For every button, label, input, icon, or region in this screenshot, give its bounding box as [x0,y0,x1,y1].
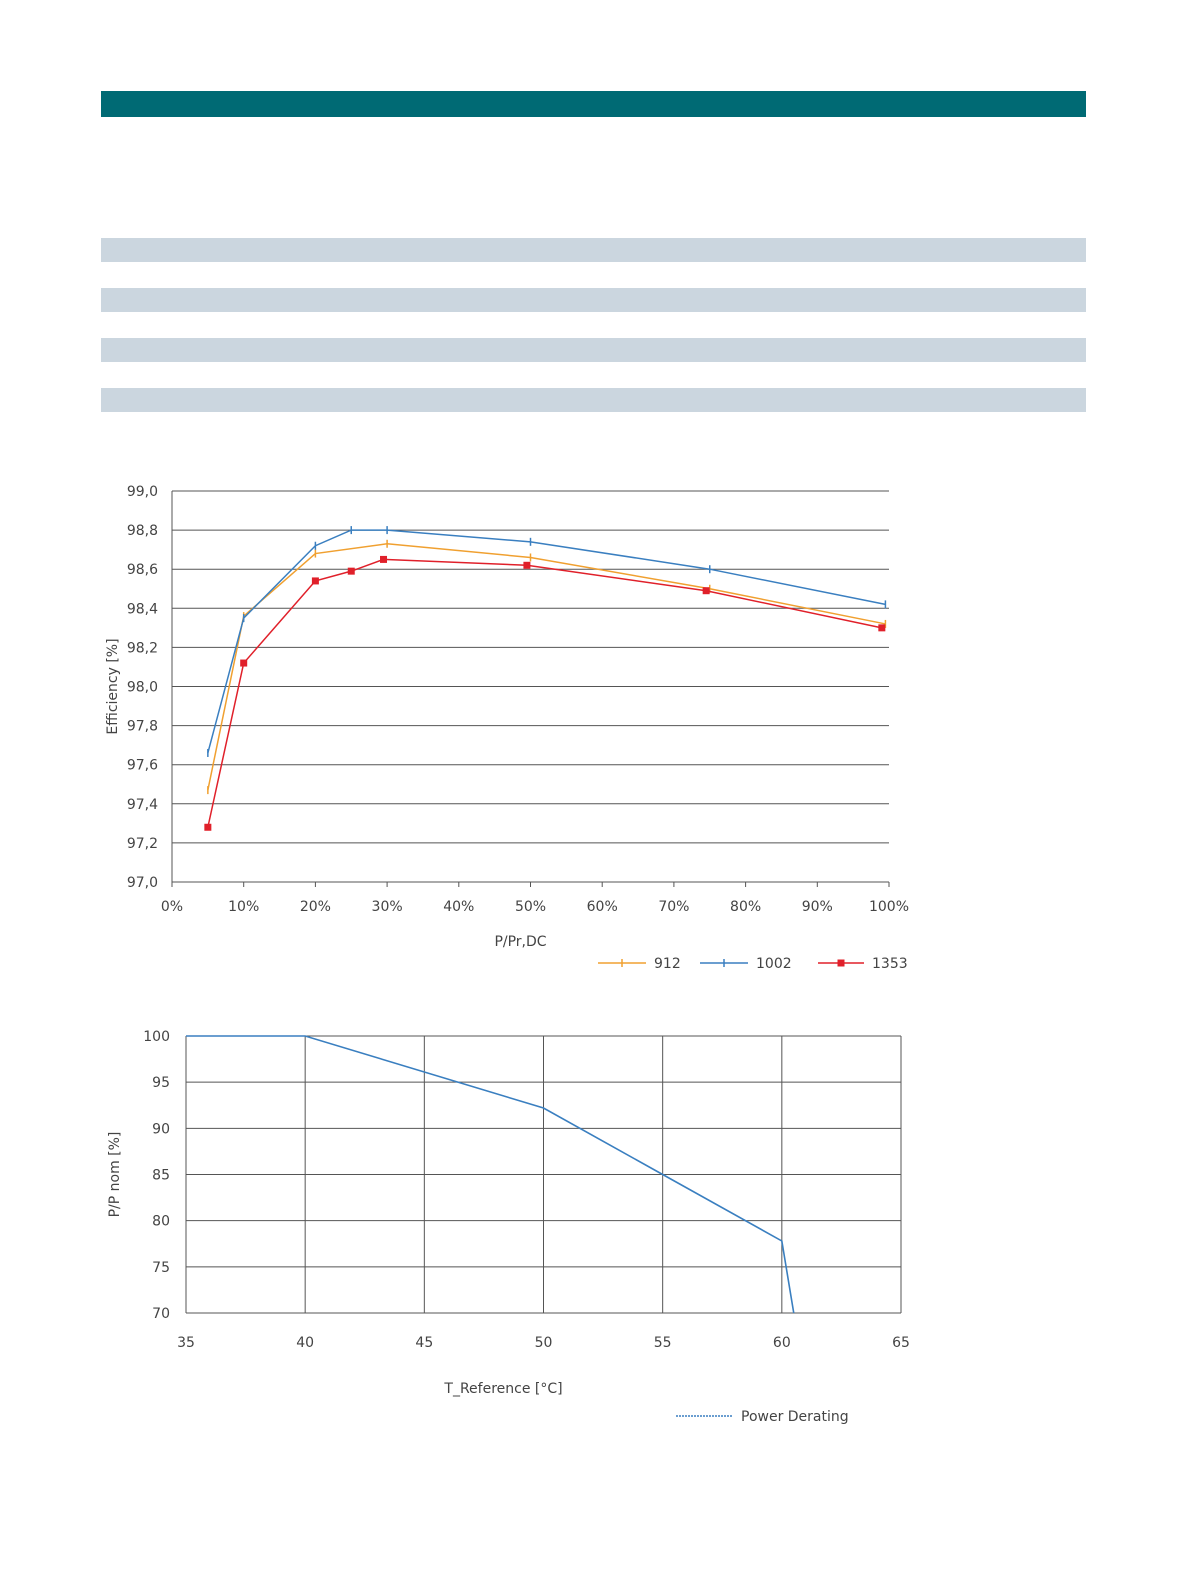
data-point [702,587,710,595]
legend-label: 1002 [756,956,792,972]
data-point [204,823,212,831]
table-row [101,388,1086,412]
y-tick-label: 100 [143,1029,170,1045]
x-tick-label: 90% [802,899,833,915]
series-line-1002 [207,529,886,754]
data-point [311,577,319,585]
y-tick-label: 97,2 [127,836,158,852]
data-point [380,555,388,563]
table-row [101,338,1086,362]
y-tick-label: 70 [152,1306,170,1322]
y-tick-label: 75 [152,1260,170,1276]
data-point [240,659,248,667]
legend-label: Power Derating [741,1409,849,1425]
section-header-bar [101,91,1086,117]
x-tick-label: 70% [658,899,689,915]
x-tick-label: 35 [177,1335,195,1351]
y-axis-label: Efficiency [%] [105,638,121,734]
y-tick-label: 98,4 [127,601,158,617]
legend-label: 1353 [872,956,908,972]
y-tick-label: 98,0 [127,680,158,696]
x-tick-label: 20% [300,899,331,915]
x-tick-label: 10% [228,899,259,915]
table-row [101,238,1086,262]
x-tick-label: 60 [773,1335,791,1351]
series-line-912 [207,543,886,791]
x-tick-label: 65 [892,1335,910,1351]
x-tick-label: 80% [730,899,761,915]
y-tick-label: 98,8 [127,523,158,539]
x-tick-label: 50% [515,899,546,915]
y-tick-label: 97,4 [127,797,158,813]
x-axis-label: P/Pr,DC [494,934,546,950]
x-tick-label: 30% [372,899,403,915]
x-tick-label: 55 [654,1335,672,1351]
y-tick-label: 99,0 [127,484,158,500]
y-tick-label: 97,8 [127,719,158,735]
y-tick-label: 85 [152,1168,170,1184]
y-tick-label: 98,6 [127,562,158,578]
y-tick-label: 95 [152,1075,170,1091]
data-point [878,624,886,632]
y-tick-label: 90 [152,1121,170,1137]
series-line-1353 [207,558,882,828]
x-tick-label: 40 [296,1335,314,1351]
y-tick-label: 97,6 [127,758,158,774]
legend-marker [837,959,845,967]
table-row [101,288,1086,312]
y-axis-label: P/P nom [%] [107,1132,123,1218]
series-line-power-derating [186,1035,795,1314]
x-tick-label: 100% [869,899,909,915]
legend-label: 912 [654,956,681,972]
y-tick-label: 97,0 [127,875,158,891]
x-tick-label: 0% [161,899,183,915]
data-point [523,561,531,569]
y-tick-label: 80 [152,1214,170,1230]
x-tick-label: 50 [535,1335,553,1351]
data-point [347,567,355,575]
x-axis-label: T_Reference [°C] [443,1381,562,1397]
y-tick-label: 98,2 [127,640,158,656]
x-tick-label: 40% [443,899,474,915]
x-tick-label: 60% [587,899,618,915]
x-tick-label: 45 [415,1335,433,1351]
